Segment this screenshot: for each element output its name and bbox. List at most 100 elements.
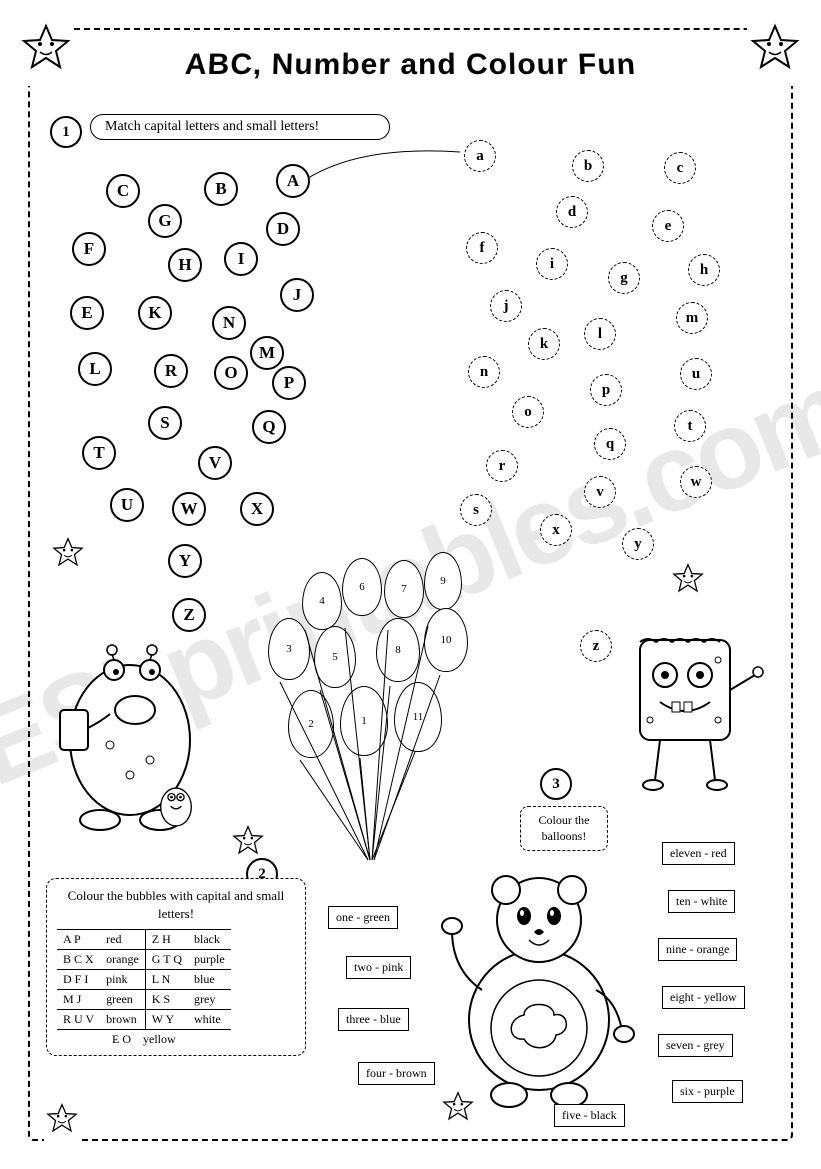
capital-bubble: T — [82, 436, 116, 470]
lowercase-bubble: i — [536, 248, 568, 280]
capital-bubble: H — [168, 248, 202, 282]
capital-bubble: I — [224, 242, 258, 276]
color-tag: eight - yellow — [662, 986, 745, 1009]
star-icon — [50, 536, 86, 578]
lowercase-bubble: a — [464, 140, 496, 172]
table-cell: white — [188, 1010, 231, 1030]
page-title: ABC, Number and Colour Fun — [0, 48, 821, 82]
task-3-number: 3 — [540, 768, 572, 800]
table-cell: purple — [188, 950, 231, 970]
lowercase-bubble: k — [528, 328, 560, 360]
lowercase-bubble: w — [680, 466, 712, 498]
task-2-box: Colour the bubbles with capital and smal… — [46, 878, 306, 1056]
capital-bubble: Q — [252, 410, 286, 444]
lowercase-bubble: r — [486, 450, 518, 482]
balloon: 9 — [424, 552, 462, 610]
capital-bubble: L — [78, 352, 112, 386]
capital-bubble: V — [198, 446, 232, 480]
capital-bubble: S — [148, 406, 182, 440]
table-cell: orange — [100, 950, 145, 970]
capital-bubble: W — [172, 492, 206, 526]
lowercase-bubble: t — [674, 410, 706, 442]
table-cell: B C X — [57, 950, 100, 970]
task-1-number: 1 — [50, 116, 82, 148]
table-cell: blue — [188, 970, 231, 990]
capital-bubble: B — [204, 172, 238, 206]
table-cell: black — [188, 930, 231, 950]
capital-bubble: U — [110, 488, 144, 522]
task-num-text: 3 — [552, 776, 560, 793]
capital-bubble: A — [276, 164, 310, 198]
lowercase-bubble: p — [590, 374, 622, 406]
lowercase-bubble: h — [688, 254, 720, 286]
capital-bubble: R — [154, 354, 188, 388]
balloon: 2 — [288, 690, 334, 758]
lowercase-bubble: z — [580, 630, 612, 662]
table-cell: green — [100, 990, 145, 1010]
capital-bubble: F — [72, 232, 106, 266]
table-cell: D F I — [57, 970, 100, 990]
balloon: 10 — [424, 608, 468, 672]
balloon: 1 — [340, 686, 388, 756]
balloon: 5 — [314, 626, 356, 688]
star-icon — [44, 1102, 80, 1144]
balloon: 4 — [302, 572, 342, 630]
monster-illustration — [40, 610, 210, 840]
capital-bubble: N — [212, 306, 246, 340]
lowercase-bubble: n — [468, 356, 500, 388]
task-2-header: Colour the bubbles with capital and smal… — [57, 887, 295, 923]
sponge-illustration — [620, 620, 770, 800]
table-cell: A P — [57, 930, 100, 950]
balloon: 8 — [376, 618, 420, 682]
hint-line — [300, 140, 480, 190]
lowercase-bubble: m — [676, 302, 708, 334]
balloon: 3 — [268, 618, 310, 680]
capital-bubble: J — [280, 278, 314, 312]
table-cell: pink — [100, 970, 145, 990]
capital-bubble: C — [106, 174, 140, 208]
capital-bubble: G — [148, 204, 182, 238]
color-tag: one - green — [328, 906, 398, 929]
color-tag: two - pink — [346, 956, 411, 979]
capital-bubble: X — [240, 492, 274, 526]
lowercase-bubble: y — [622, 528, 654, 560]
table-cell: M J — [57, 990, 100, 1010]
capital-bubble: E — [70, 296, 104, 330]
lowercase-bubble: b — [572, 150, 604, 182]
lowercase-bubble: e — [652, 210, 684, 242]
table-cell: G T Q — [145, 950, 188, 970]
lowercase-bubble: j — [490, 290, 522, 322]
lowercase-bubble: q — [594, 428, 626, 460]
lowercase-bubble: c — [664, 152, 696, 184]
bear-illustration — [434, 850, 644, 1110]
lowercase-bubble: o — [512, 396, 544, 428]
lowercase-bubble: s — [460, 494, 492, 526]
lowercase-bubble: v — [584, 476, 616, 508]
color-tag: five - black — [554, 1104, 625, 1127]
balloon: 11 — [394, 682, 442, 752]
star-icon — [670, 562, 706, 604]
table-cell: R U V — [57, 1010, 100, 1030]
color-tag: six - purple — [672, 1080, 743, 1103]
lowercase-bubble: g — [608, 262, 640, 294]
table-cell: Z H — [145, 930, 188, 950]
table-cell: K S — [145, 990, 188, 1010]
table-cell: red — [100, 930, 145, 950]
table-cell: E O yellow — [57, 1030, 231, 1050]
color-tag: three - blue — [338, 1008, 409, 1031]
capital-bubble: K — [138, 296, 172, 330]
lowercase-bubble: d — [556, 196, 588, 228]
task-3-label: Colour the balloons! — [520, 806, 608, 851]
balloon: 7 — [384, 560, 424, 618]
color-tag: eleven - red — [662, 842, 735, 865]
table-cell: L N — [145, 970, 188, 990]
task-num-text: 1 — [62, 124, 70, 141]
task-2-table: A PredZ Hblack B C XorangeG T Qpurple D F … — [57, 929, 231, 1049]
lowercase-bubble: u — [680, 358, 712, 390]
capital-bubble: Y — [168, 544, 202, 578]
color-tag: seven - grey — [658, 1034, 733, 1057]
table-cell: W Y — [145, 1010, 188, 1030]
table-cell: brown — [100, 1010, 145, 1030]
capital-bubble: O — [214, 356, 248, 390]
color-tag: four - brown — [358, 1062, 435, 1085]
